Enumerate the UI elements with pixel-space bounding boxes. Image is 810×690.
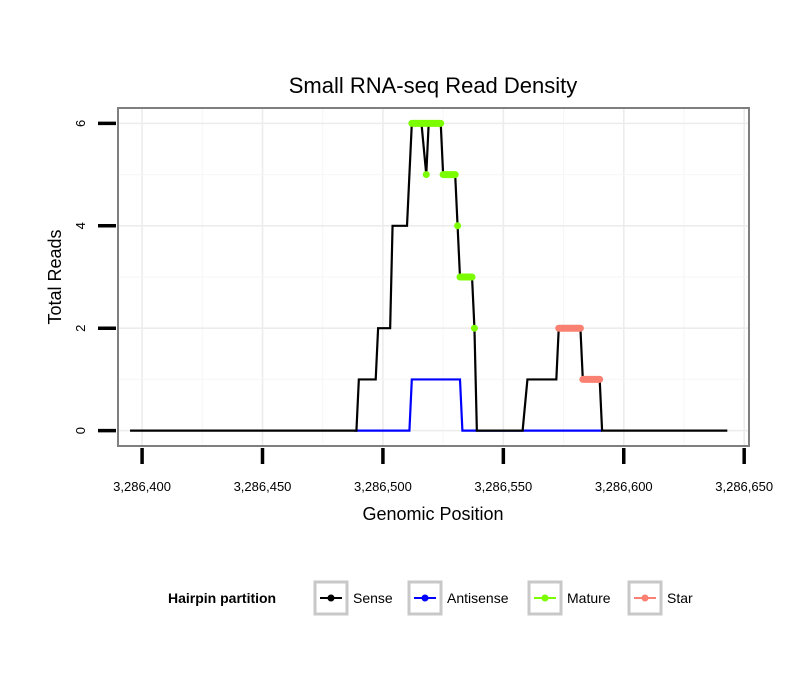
legend-key-point-sense [327, 594, 335, 602]
x-tick-label: 3,286,500 [354, 479, 412, 494]
legend-label-mature: Mature [567, 590, 611, 606]
x-tick-label: 3,286,600 [595, 479, 653, 494]
x-tick-label: 3,286,650 [715, 479, 773, 494]
y-tick-label: 6 [73, 120, 88, 127]
x-tick-label: 3,286,450 [234, 479, 292, 494]
chart-title: Small RNA-seq Read Density [289, 73, 578, 98]
series-point-mature [422, 171, 430, 179]
x-tick-label: 3,286,400 [113, 479, 171, 494]
series-point-mature [454, 222, 462, 230]
x-axis-title: Genomic Position [362, 504, 503, 524]
y-tick-label: 0 [73, 427, 88, 434]
legend-label-antisense: Antisense [447, 590, 509, 606]
legend-key-point-mature [541, 594, 549, 602]
series-layer [130, 119, 728, 432]
series-point-mature [470, 324, 478, 332]
x-tick-label: 3,286,550 [474, 479, 532, 494]
plot-panel [117, 107, 750, 447]
legend-title: Hairpin partition [168, 590, 276, 606]
y-axis-title: Total Reads [45, 229, 65, 324]
legend-label-sense: Sense [353, 590, 393, 606]
x-axis: 3,286,400 3,286,450 3,286,500 3,286,550 3,28… [113, 448, 773, 494]
y-tick-label: 2 [73, 325, 88, 332]
y-tick-label: 4 [73, 222, 88, 229]
y-axis: 0 2 4 6 [73, 120, 116, 434]
legend-label-star: Star [667, 590, 693, 606]
legend-key-point-antisense [421, 594, 429, 602]
legend: Hairpin partition Sense Antisense Mature St… [168, 580, 693, 616]
legend-key-point-star [641, 594, 649, 602]
